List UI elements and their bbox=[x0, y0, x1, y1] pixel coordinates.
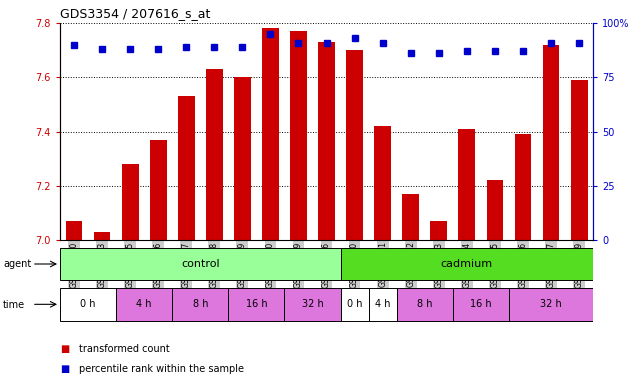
Bar bbox=[487, 180, 504, 240]
Bar bbox=[514, 134, 531, 240]
Text: 4 h: 4 h bbox=[136, 299, 152, 310]
Bar bbox=[543, 45, 560, 240]
Text: transformed count: transformed count bbox=[79, 344, 170, 354]
Text: 8 h: 8 h bbox=[192, 299, 208, 310]
Bar bbox=[509, 288, 593, 321]
Bar bbox=[66, 221, 83, 240]
Text: 8 h: 8 h bbox=[417, 299, 432, 310]
Bar bbox=[369, 288, 397, 321]
Bar bbox=[60, 288, 116, 321]
Bar bbox=[341, 288, 369, 321]
Bar bbox=[122, 164, 139, 240]
Text: 16 h: 16 h bbox=[470, 299, 492, 310]
Text: 4 h: 4 h bbox=[375, 299, 391, 310]
Bar bbox=[116, 288, 172, 321]
Bar bbox=[453, 288, 509, 321]
Text: ■: ■ bbox=[60, 364, 69, 374]
Bar bbox=[430, 221, 447, 240]
Bar bbox=[206, 69, 223, 240]
Bar bbox=[178, 96, 194, 240]
Bar bbox=[318, 42, 335, 240]
Bar bbox=[346, 50, 363, 240]
Text: 0 h: 0 h bbox=[347, 299, 362, 310]
Bar bbox=[374, 126, 391, 240]
Text: ■: ■ bbox=[60, 344, 69, 354]
Bar bbox=[262, 28, 279, 240]
Text: percentile rank within the sample: percentile rank within the sample bbox=[79, 364, 244, 374]
Text: cadmium: cadmium bbox=[441, 259, 493, 269]
Text: 32 h: 32 h bbox=[302, 299, 323, 310]
Text: 16 h: 16 h bbox=[245, 299, 267, 310]
Bar bbox=[150, 140, 167, 240]
Text: time: time bbox=[3, 300, 25, 310]
Text: control: control bbox=[181, 259, 220, 269]
Bar bbox=[93, 232, 110, 240]
Bar bbox=[403, 194, 419, 240]
Text: 0 h: 0 h bbox=[80, 299, 96, 310]
Bar bbox=[459, 129, 475, 240]
Bar bbox=[341, 248, 593, 280]
Text: GDS3354 / 207616_s_at: GDS3354 / 207616_s_at bbox=[60, 7, 210, 20]
Bar bbox=[570, 80, 587, 240]
Bar bbox=[397, 288, 453, 321]
Bar bbox=[290, 31, 307, 240]
Bar bbox=[60, 248, 341, 280]
Text: agent: agent bbox=[3, 259, 32, 269]
Bar bbox=[228, 288, 285, 321]
Bar bbox=[172, 288, 228, 321]
Text: 32 h: 32 h bbox=[540, 299, 562, 310]
Bar bbox=[285, 288, 341, 321]
Bar bbox=[234, 77, 251, 240]
